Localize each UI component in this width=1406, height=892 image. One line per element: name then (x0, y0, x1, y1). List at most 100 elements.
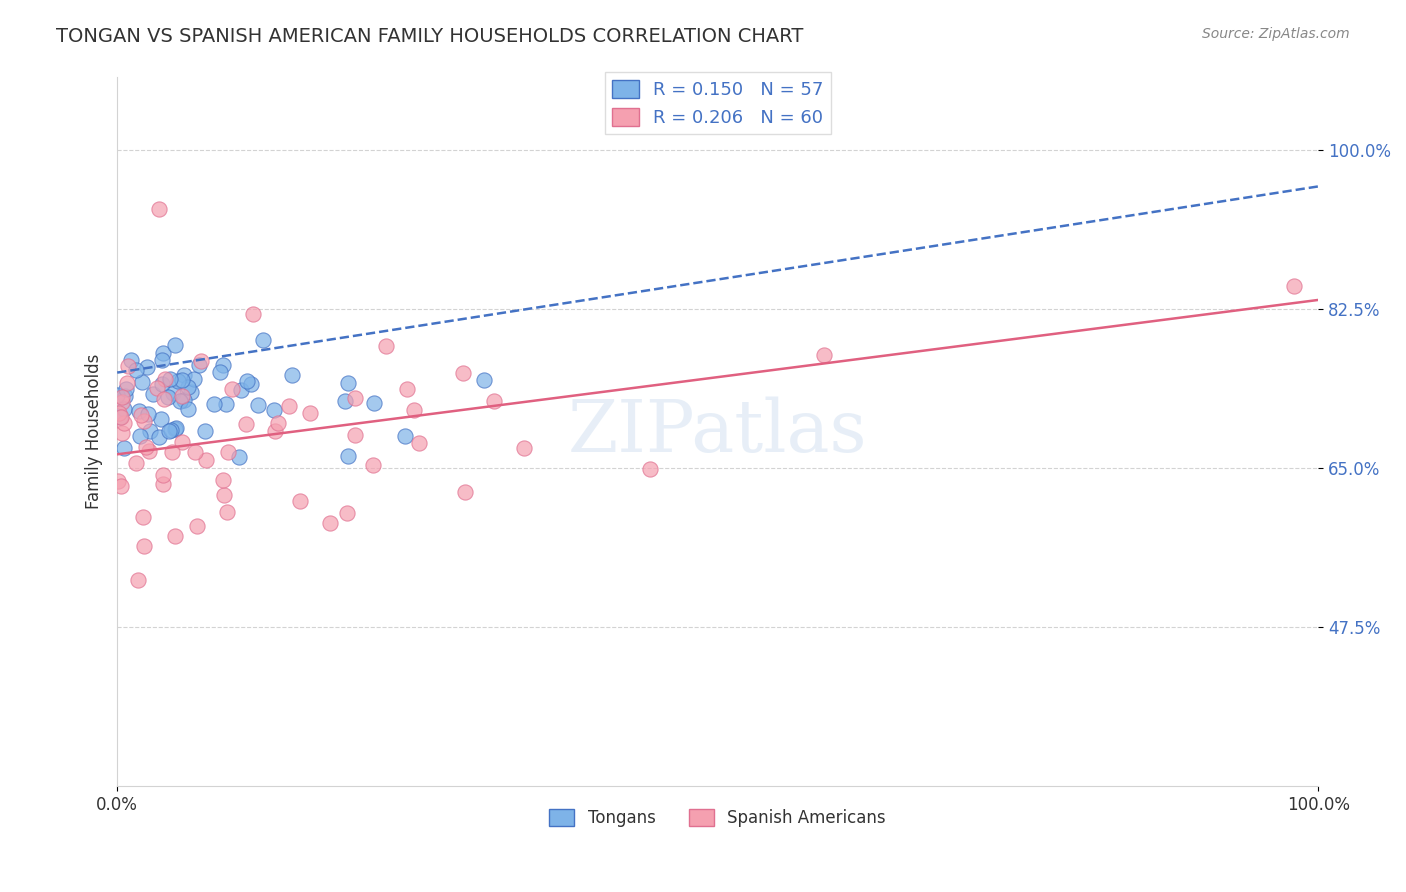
Spanish Americans (343, 391, 366, 405)
Spanish Americans (194, 453, 217, 467)
Spanish Americans (146, 381, 169, 395)
Spanish Americans (298, 406, 321, 420)
Legend: Tongans, Spanish Americans: Tongans, Spanish Americans (543, 803, 893, 834)
Tongans (120, 353, 142, 368)
Tongans (333, 393, 356, 408)
Tongans (112, 441, 135, 455)
Spanish Americans (184, 444, 207, 458)
Tongans (263, 402, 285, 417)
Spanish Americans (513, 441, 536, 455)
Tongans (177, 380, 200, 394)
Text: ZIPatlas: ZIPatlas (568, 396, 868, 467)
Tongans (148, 430, 170, 444)
Spanish Americans (115, 376, 138, 391)
Tongans (337, 376, 360, 391)
Tongans (108, 409, 131, 424)
Tongans (180, 385, 202, 400)
Tongans (159, 372, 181, 386)
Tongans (115, 382, 138, 396)
Tongans (105, 388, 128, 402)
Text: Source: ZipAtlas.com: Source: ZipAtlas.com (1202, 27, 1350, 41)
Tongans (252, 333, 274, 347)
Spanish Americans (148, 202, 170, 216)
Tongans (173, 368, 195, 382)
Spanish Americans (160, 445, 183, 459)
Spanish Americans (165, 528, 187, 542)
Tongans (215, 397, 238, 411)
Tongans (150, 352, 173, 367)
Tongans (177, 402, 200, 417)
Tongans (187, 359, 209, 373)
Spanish Americans (170, 389, 193, 403)
Spanish Americans (117, 359, 139, 373)
Spanish Americans (454, 485, 477, 500)
Spanish Americans (107, 406, 129, 420)
Spanish Americans (112, 417, 135, 431)
Spanish Americans (319, 516, 342, 530)
Spanish Americans (132, 539, 155, 553)
Spanish Americans (190, 354, 212, 368)
Tongans (363, 396, 385, 410)
Tongans (150, 376, 173, 391)
Spanish Americans (361, 458, 384, 472)
Tongans (114, 389, 136, 403)
Spanish Americans (343, 427, 366, 442)
Spanish Americans (110, 410, 132, 425)
Spanish Americans (235, 417, 257, 431)
Spanish Americans (278, 399, 301, 413)
Tongans (281, 368, 304, 382)
Tongans (166, 374, 188, 388)
Tongans (246, 398, 269, 412)
Spanish Americans (111, 390, 134, 404)
Tongans (394, 429, 416, 443)
Spanish Americans (215, 505, 238, 519)
Tongans (163, 422, 186, 436)
Spanish Americans (170, 435, 193, 450)
Spanish Americans (129, 408, 152, 422)
Spanish Americans (111, 426, 134, 441)
Tongans (131, 376, 153, 390)
Tongans (129, 429, 152, 443)
Spanish Americans (135, 440, 157, 454)
Spanish Americans (408, 436, 430, 450)
Tongans (142, 387, 165, 401)
Spanish Americans (138, 443, 160, 458)
Tongans (159, 423, 181, 437)
Tongans (472, 372, 495, 386)
Tongans (165, 421, 187, 435)
Tongans (212, 358, 235, 372)
Spanish Americans (1284, 279, 1306, 293)
Spanish Americans (482, 393, 505, 408)
Spanish Americans (242, 307, 264, 321)
Tongans (149, 412, 172, 426)
Spanish Americans (107, 474, 129, 488)
Spanish Americans (336, 506, 359, 520)
Tongans (194, 424, 217, 438)
Spanish Americans (127, 573, 149, 587)
Tongans (136, 407, 159, 421)
Tongans (209, 365, 232, 379)
Tongans (183, 372, 205, 386)
Spanish Americans (396, 382, 419, 396)
Spanish Americans (638, 462, 661, 476)
Spanish Americans (451, 367, 474, 381)
Tongans (236, 374, 259, 388)
Spanish Americans (110, 479, 132, 493)
Spanish Americans (153, 392, 176, 406)
Tongans (125, 363, 148, 377)
Spanish Americans (152, 468, 174, 483)
Spanish Americans (813, 348, 835, 362)
Spanish Americans (132, 510, 155, 524)
Spanish Americans (375, 339, 398, 353)
Tongans (239, 377, 262, 392)
Tongans (139, 424, 162, 438)
Spanish Americans (153, 372, 176, 386)
Tongans (336, 449, 359, 463)
Spanish Americans (404, 403, 426, 417)
Y-axis label: Family Households: Family Households (86, 354, 103, 509)
Tongans (169, 393, 191, 408)
Spanish Americans (263, 424, 285, 438)
Spanish Americans (186, 518, 208, 533)
Tongans (157, 390, 180, 404)
Tongans (152, 346, 174, 360)
